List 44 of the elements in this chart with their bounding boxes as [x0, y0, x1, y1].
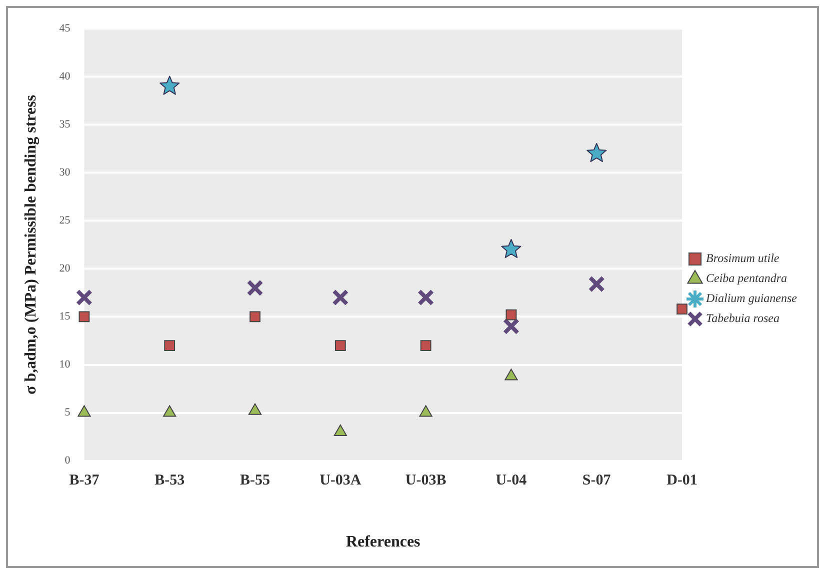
- point: [502, 318, 520, 335]
- point: [334, 424, 347, 436]
- point: [76, 289, 93, 306]
- point: [419, 405, 432, 417]
- point: [248, 403, 262, 415]
- y-axis-title: σ b,adm,o (MPa) Permissible bending stress: [22, 94, 40, 394]
- legend-label: Dialium guianense: [705, 291, 798, 306]
- point: [588, 276, 605, 292]
- point: [334, 340, 346, 351]
- legend-label: Ceiba pentandra: [706, 271, 788, 286]
- point: [250, 311, 260, 322]
- y-tick-label: 40: [59, 70, 71, 83]
- x-tick-label: U-03A: [320, 472, 362, 489]
- point: [164, 340, 176, 351]
- y-tick-label: 20: [59, 262, 71, 275]
- point: [332, 289, 349, 306]
- x-tick-label: B-55: [240, 472, 270, 489]
- x-tick-label: B-37: [69, 472, 100, 489]
- legend-label: Tabebuia rosea: [706, 311, 780, 326]
- x-tick-label: U-04: [496, 472, 528, 489]
- point: [506, 309, 517, 320]
- y-tick-label: 25: [59, 214, 71, 227]
- point: [420, 340, 432, 351]
- y-tick-label: 5: [64, 406, 71, 419]
- y-tick-label: 0: [64, 454, 71, 467]
- point: [676, 304, 688, 314]
- y-tick-label: 10: [59, 358, 71, 371]
- x-tick-label: D-01: [666, 472, 698, 489]
- x-tick-label: S-07: [582, 472, 612, 489]
- legend-label: Brosimum utile: [706, 251, 780, 266]
- point: [417, 289, 434, 306]
- point: [501, 239, 522, 258]
- x-tick-label: B-53: [154, 472, 185, 489]
- point: [78, 405, 91, 417]
- point: [504, 368, 518, 380]
- y-tick-label: 45: [59, 22, 71, 34]
- y-tick-label: 30: [59, 166, 71, 179]
- x-axis-title: References: [346, 534, 420, 551]
- point: [246, 280, 264, 296]
- y-tick-label: 15: [59, 310, 71, 323]
- point: [78, 311, 90, 322]
- x-tick-label: U-03B: [405, 472, 446, 489]
- point: [163, 405, 176, 417]
- y-tick-label: 35: [59, 118, 71, 131]
